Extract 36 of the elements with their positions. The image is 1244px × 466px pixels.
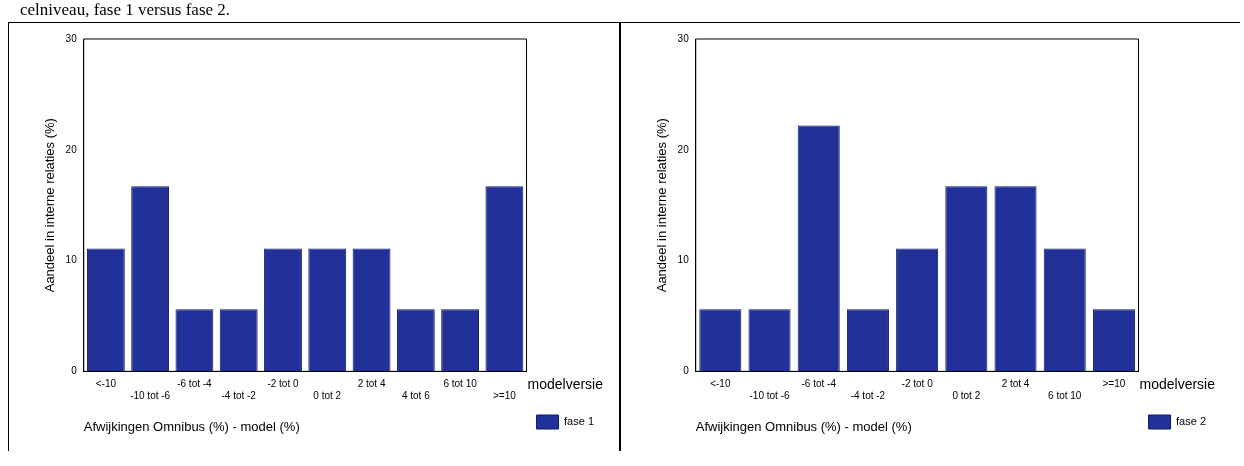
x-axis-title: Afwijkingen Omnibus (%) - model (%): [83, 418, 300, 434]
x-tick-label: <-10: [95, 378, 117, 390]
x-tick-label: -2 tot 0: [901, 378, 934, 390]
y-axis-title: Aandeel in interne relaties (%): [42, 118, 58, 293]
legend-label: fase 1: [564, 415, 594, 428]
x-tick-label: 6 tot 10: [443, 378, 478, 390]
x-tick-label: 2 tot 4: [357, 378, 386, 390]
y-tick-label: 0: [683, 365, 690, 377]
x-tick-label: 0 tot 2: [952, 390, 981, 402]
y-tick-label: 30: [65, 32, 78, 44]
x-tick-label: -4 tot -2: [221, 390, 257, 402]
x-tick-label: 2 tot 4: [1001, 378, 1030, 390]
x-tick-label: -4 tot -2: [850, 390, 886, 402]
y-tick-label: 20: [65, 143, 78, 155]
x-axis-title: Afwijkingen Omnibus (%) - model (%): [695, 418, 912, 434]
legend-title: modelversie: [1139, 376, 1216, 393]
x-tick-label: -10 tot -6: [749, 390, 790, 402]
legend-title: modelversie: [527, 376, 604, 393]
x-tick-label: >=10: [492, 390, 517, 402]
y-tick-label: 10: [65, 254, 78, 266]
x-tick-label: 0 tot 2: [313, 390, 342, 402]
text: celniveau, fase 1 versus fase 2.: [20, 0, 231, 19]
x-tick-label: -2 tot 0: [267, 378, 299, 390]
x-tick-label: <-10: [710, 378, 731, 390]
y-axis-title: Aandeel in interne relaties (%): [654, 118, 670, 293]
x-tick-label: -6 tot -4: [801, 378, 837, 390]
x-tick-label: 4 tot 6: [401, 390, 431, 402]
y-tick-label: 30: [677, 32, 690, 44]
y-tick-label: 10: [677, 254, 690, 266]
y-tick-label: 0: [71, 365, 78, 377]
y-tick-label: 20: [677, 143, 690, 155]
legend-label: fase 2: [1176, 415, 1206, 428]
x-tick-label: 6 tot 10: [1048, 390, 1082, 402]
x-tick-label: -10 tot -6: [130, 390, 171, 402]
x-tick-label: -6 tot -4: [177, 378, 213, 390]
x-tick-label: >=10: [1102, 378, 1126, 390]
